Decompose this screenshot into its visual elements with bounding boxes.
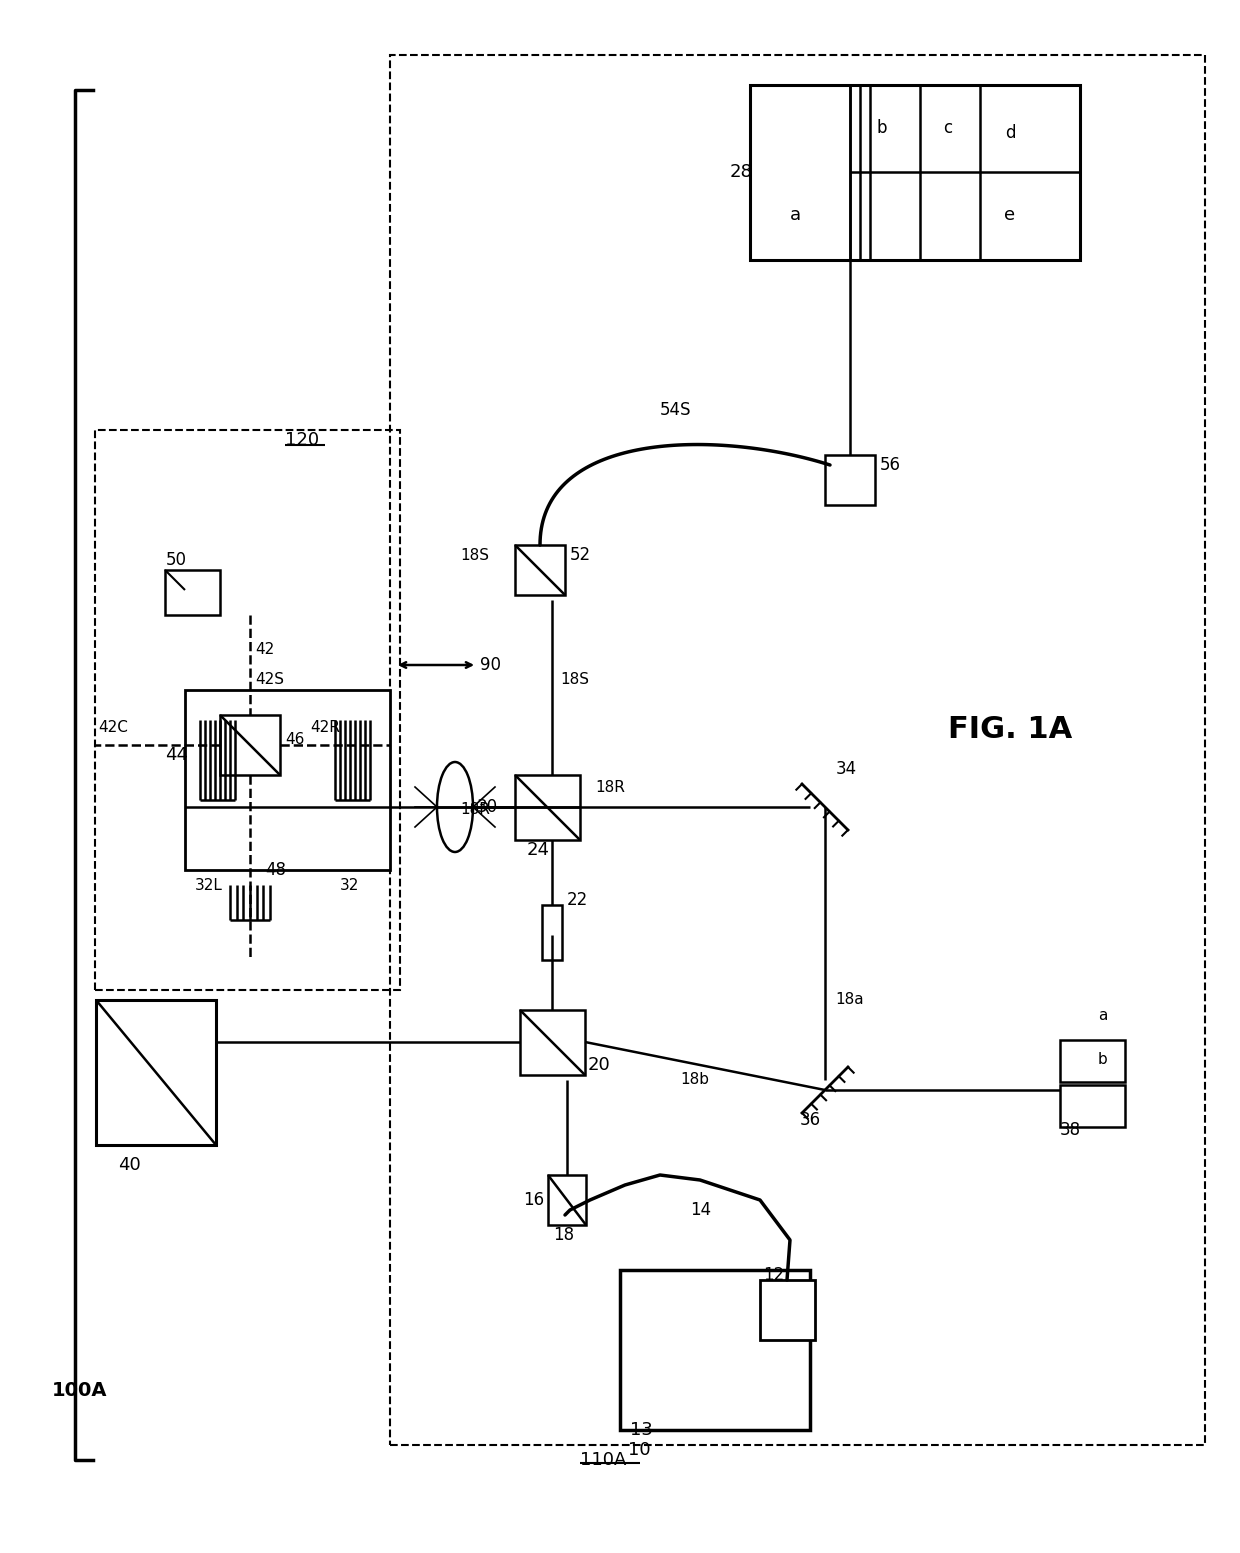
Text: 32L: 32L [195,877,223,893]
Text: 12: 12 [763,1266,784,1284]
Bar [1060,1086,1125,1127]
Bar [760,1280,815,1340]
Text: 18S: 18S [460,548,489,562]
Bar [548,1176,587,1225]
Text: 36: 36 [800,1110,821,1129]
Text: b: b [877,120,888,137]
Text: FIG. 1A: FIG. 1A [947,716,1073,744]
Text: a: a [1097,1008,1107,1022]
Text: 42R: 42R [310,719,340,735]
Text: 32: 32 [340,877,360,893]
Bar [95,1000,216,1145]
Text: 90: 90 [480,655,501,674]
Text: d: d [1004,124,1016,141]
Bar [620,1270,810,1430]
Bar [825,455,875,505]
Text: 42: 42 [255,643,274,657]
Text: 38: 38 [1060,1121,1081,1138]
Text: 46: 46 [285,733,304,747]
Text: 52: 52 [570,547,591,564]
Text: 18R: 18R [460,803,490,817]
Bar [515,775,580,840]
Text: 10: 10 [627,1441,651,1458]
Bar [95,430,401,989]
Bar [542,905,562,960]
Text: 18S: 18S [560,672,589,688]
Bar [185,690,391,870]
Text: 18R: 18R [595,780,625,795]
Text: 30: 30 [477,798,498,815]
Bar [219,714,280,775]
Text: 42C: 42C [98,719,128,735]
Text: 34: 34 [836,759,857,778]
Text: c: c [944,120,952,137]
Text: 48: 48 [265,860,286,879]
Bar [391,54,1205,1444]
Text: 22: 22 [567,891,588,909]
Text: 18b: 18b [680,1073,709,1087]
Bar [520,1009,585,1075]
Text: 14: 14 [689,1200,711,1219]
Text: a: a [790,207,801,224]
Text: 42S: 42S [255,672,284,688]
Text: 110A: 110A [580,1451,626,1469]
Text: 24: 24 [527,842,551,859]
Text: 100A: 100A [52,1381,108,1399]
Text: 16: 16 [523,1191,544,1208]
Bar [750,85,1080,259]
Bar [515,545,565,595]
Bar [165,570,219,615]
Text: 13: 13 [630,1421,653,1440]
Text: b: b [1097,1053,1107,1067]
Text: 120: 120 [285,432,319,449]
Text: 18: 18 [553,1225,574,1244]
Text: 50: 50 [166,551,187,568]
Text: 40: 40 [118,1155,141,1174]
Text: 56: 56 [880,457,901,474]
Text: 20: 20 [588,1056,611,1075]
Ellipse shape [436,763,472,853]
Bar [1060,1041,1125,1082]
Text: 28: 28 [730,163,753,182]
Text: e: e [1004,207,1016,224]
Text: 44: 44 [165,745,188,764]
Text: 54S: 54S [660,401,692,419]
Text: 18a: 18a [835,992,863,1008]
